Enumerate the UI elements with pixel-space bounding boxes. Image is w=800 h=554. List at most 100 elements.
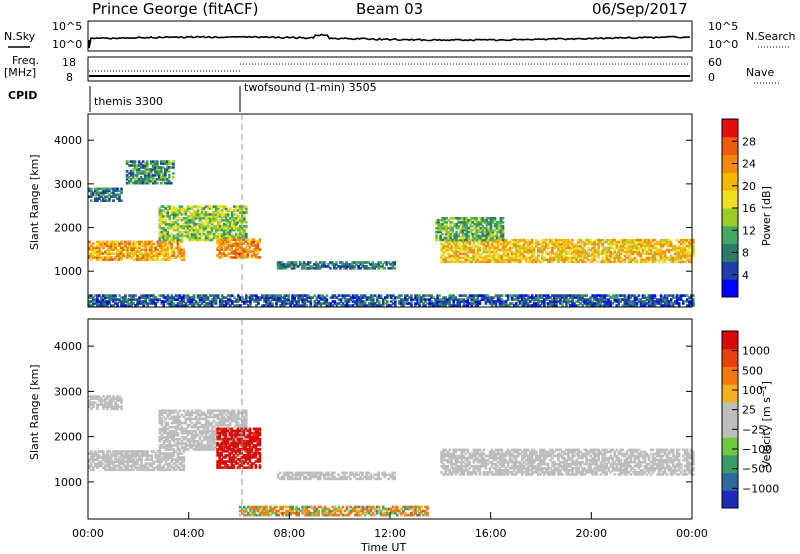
echo-cell xyxy=(603,296,606,299)
echo-cell xyxy=(553,302,556,305)
echo-cell xyxy=(605,260,608,264)
echo-cell xyxy=(166,168,169,171)
echo-cell xyxy=(108,464,111,468)
echo-cell xyxy=(136,462,139,465)
echo-cell xyxy=(406,300,409,303)
echo-cell xyxy=(198,232,202,236)
echo-cell xyxy=(178,226,182,230)
echo-cell xyxy=(188,211,192,214)
echo-cell xyxy=(232,242,236,245)
echo-cell xyxy=(589,238,592,242)
echo-cell xyxy=(553,244,556,248)
echo-cell xyxy=(166,248,170,252)
echo-cell xyxy=(98,304,101,307)
echo-cell xyxy=(524,304,528,307)
echo-cell xyxy=(234,252,238,255)
echo-cell xyxy=(170,415,174,419)
echo-cell xyxy=(126,246,129,250)
echo-cell xyxy=(172,234,176,238)
echo-cell xyxy=(131,164,135,167)
echo-cell xyxy=(172,217,176,220)
echo-cell xyxy=(643,296,647,299)
echo-cell xyxy=(239,224,242,228)
echo-cell xyxy=(156,240,160,244)
echo-cell xyxy=(463,226,467,230)
echo-cell xyxy=(194,238,198,242)
echo-cell xyxy=(651,256,655,260)
echo-cell xyxy=(377,261,380,264)
echo-cell xyxy=(439,226,442,230)
echo-cell xyxy=(373,267,376,270)
echo-cell xyxy=(198,444,202,447)
echo-cell xyxy=(222,244,225,247)
echo-cell xyxy=(218,240,221,243)
echo-cell xyxy=(621,244,625,248)
echo-cell xyxy=(530,258,534,262)
echo-cell xyxy=(188,444,192,447)
echo-cell xyxy=(218,232,222,236)
echo-cell xyxy=(502,246,506,250)
echo-cell xyxy=(222,304,226,307)
echo-cell xyxy=(393,267,397,270)
echo-cell xyxy=(140,456,143,459)
echo-cell xyxy=(139,170,143,173)
echo-cell xyxy=(327,263,330,266)
echo-cell xyxy=(110,460,113,463)
echo-cell xyxy=(522,250,526,254)
echo-cell xyxy=(261,304,264,307)
echo-cell xyxy=(168,446,172,449)
echo-cell xyxy=(485,234,489,238)
echo-cell xyxy=(647,252,651,256)
echo-cell xyxy=(153,178,157,181)
echo-cell xyxy=(436,302,439,305)
echo-cell xyxy=(530,252,534,256)
echo-cell xyxy=(243,230,246,234)
echo-cell xyxy=(108,252,111,255)
echo-cell xyxy=(204,294,208,297)
echo-cell xyxy=(176,438,180,441)
echo-cell xyxy=(488,244,492,248)
echo-cell xyxy=(499,219,503,222)
echo-cell xyxy=(100,298,103,301)
echo-cell xyxy=(480,294,484,297)
echo-cell xyxy=(422,296,425,299)
echo-cell xyxy=(106,254,109,257)
echo-cell xyxy=(88,452,91,455)
echo-cell xyxy=(301,300,304,303)
echo-cell xyxy=(438,298,441,301)
echo-cell xyxy=(94,199,97,202)
echo-cell xyxy=(132,240,135,244)
echo-cell xyxy=(94,189,97,193)
echo-cell xyxy=(204,238,208,242)
echo-cell xyxy=(192,433,196,437)
echo-cell xyxy=(146,244,149,248)
echo-cell xyxy=(287,302,290,305)
echo-cell xyxy=(617,304,621,307)
echo-cell xyxy=(386,300,389,303)
echo-cell xyxy=(156,166,159,169)
echo-cell xyxy=(218,304,222,307)
echo-cell xyxy=(487,234,491,238)
echo-cell xyxy=(206,411,210,415)
echo-cell xyxy=(158,421,162,425)
echo-cell xyxy=(581,294,584,297)
echo-cell xyxy=(160,205,164,208)
echo-cell xyxy=(233,209,236,212)
echo-cell xyxy=(218,238,221,241)
echo-cell xyxy=(679,246,683,250)
echo-cell xyxy=(145,181,149,185)
freq-panel: Freq. [MHz] 18 8 60 0 Nave xyxy=(4,54,780,84)
echo-cell xyxy=(339,300,343,303)
echo-cell xyxy=(446,302,449,305)
echo-cell xyxy=(683,252,687,256)
echo-cell xyxy=(88,195,91,198)
echo-cell xyxy=(545,294,548,297)
echo-cell xyxy=(665,294,669,297)
echo-cell xyxy=(607,304,610,307)
echo-cell xyxy=(241,230,244,234)
echo-cell xyxy=(202,238,206,242)
echo-cell xyxy=(443,221,446,224)
echo-cell xyxy=(132,452,135,455)
echo-cell xyxy=(363,267,366,270)
